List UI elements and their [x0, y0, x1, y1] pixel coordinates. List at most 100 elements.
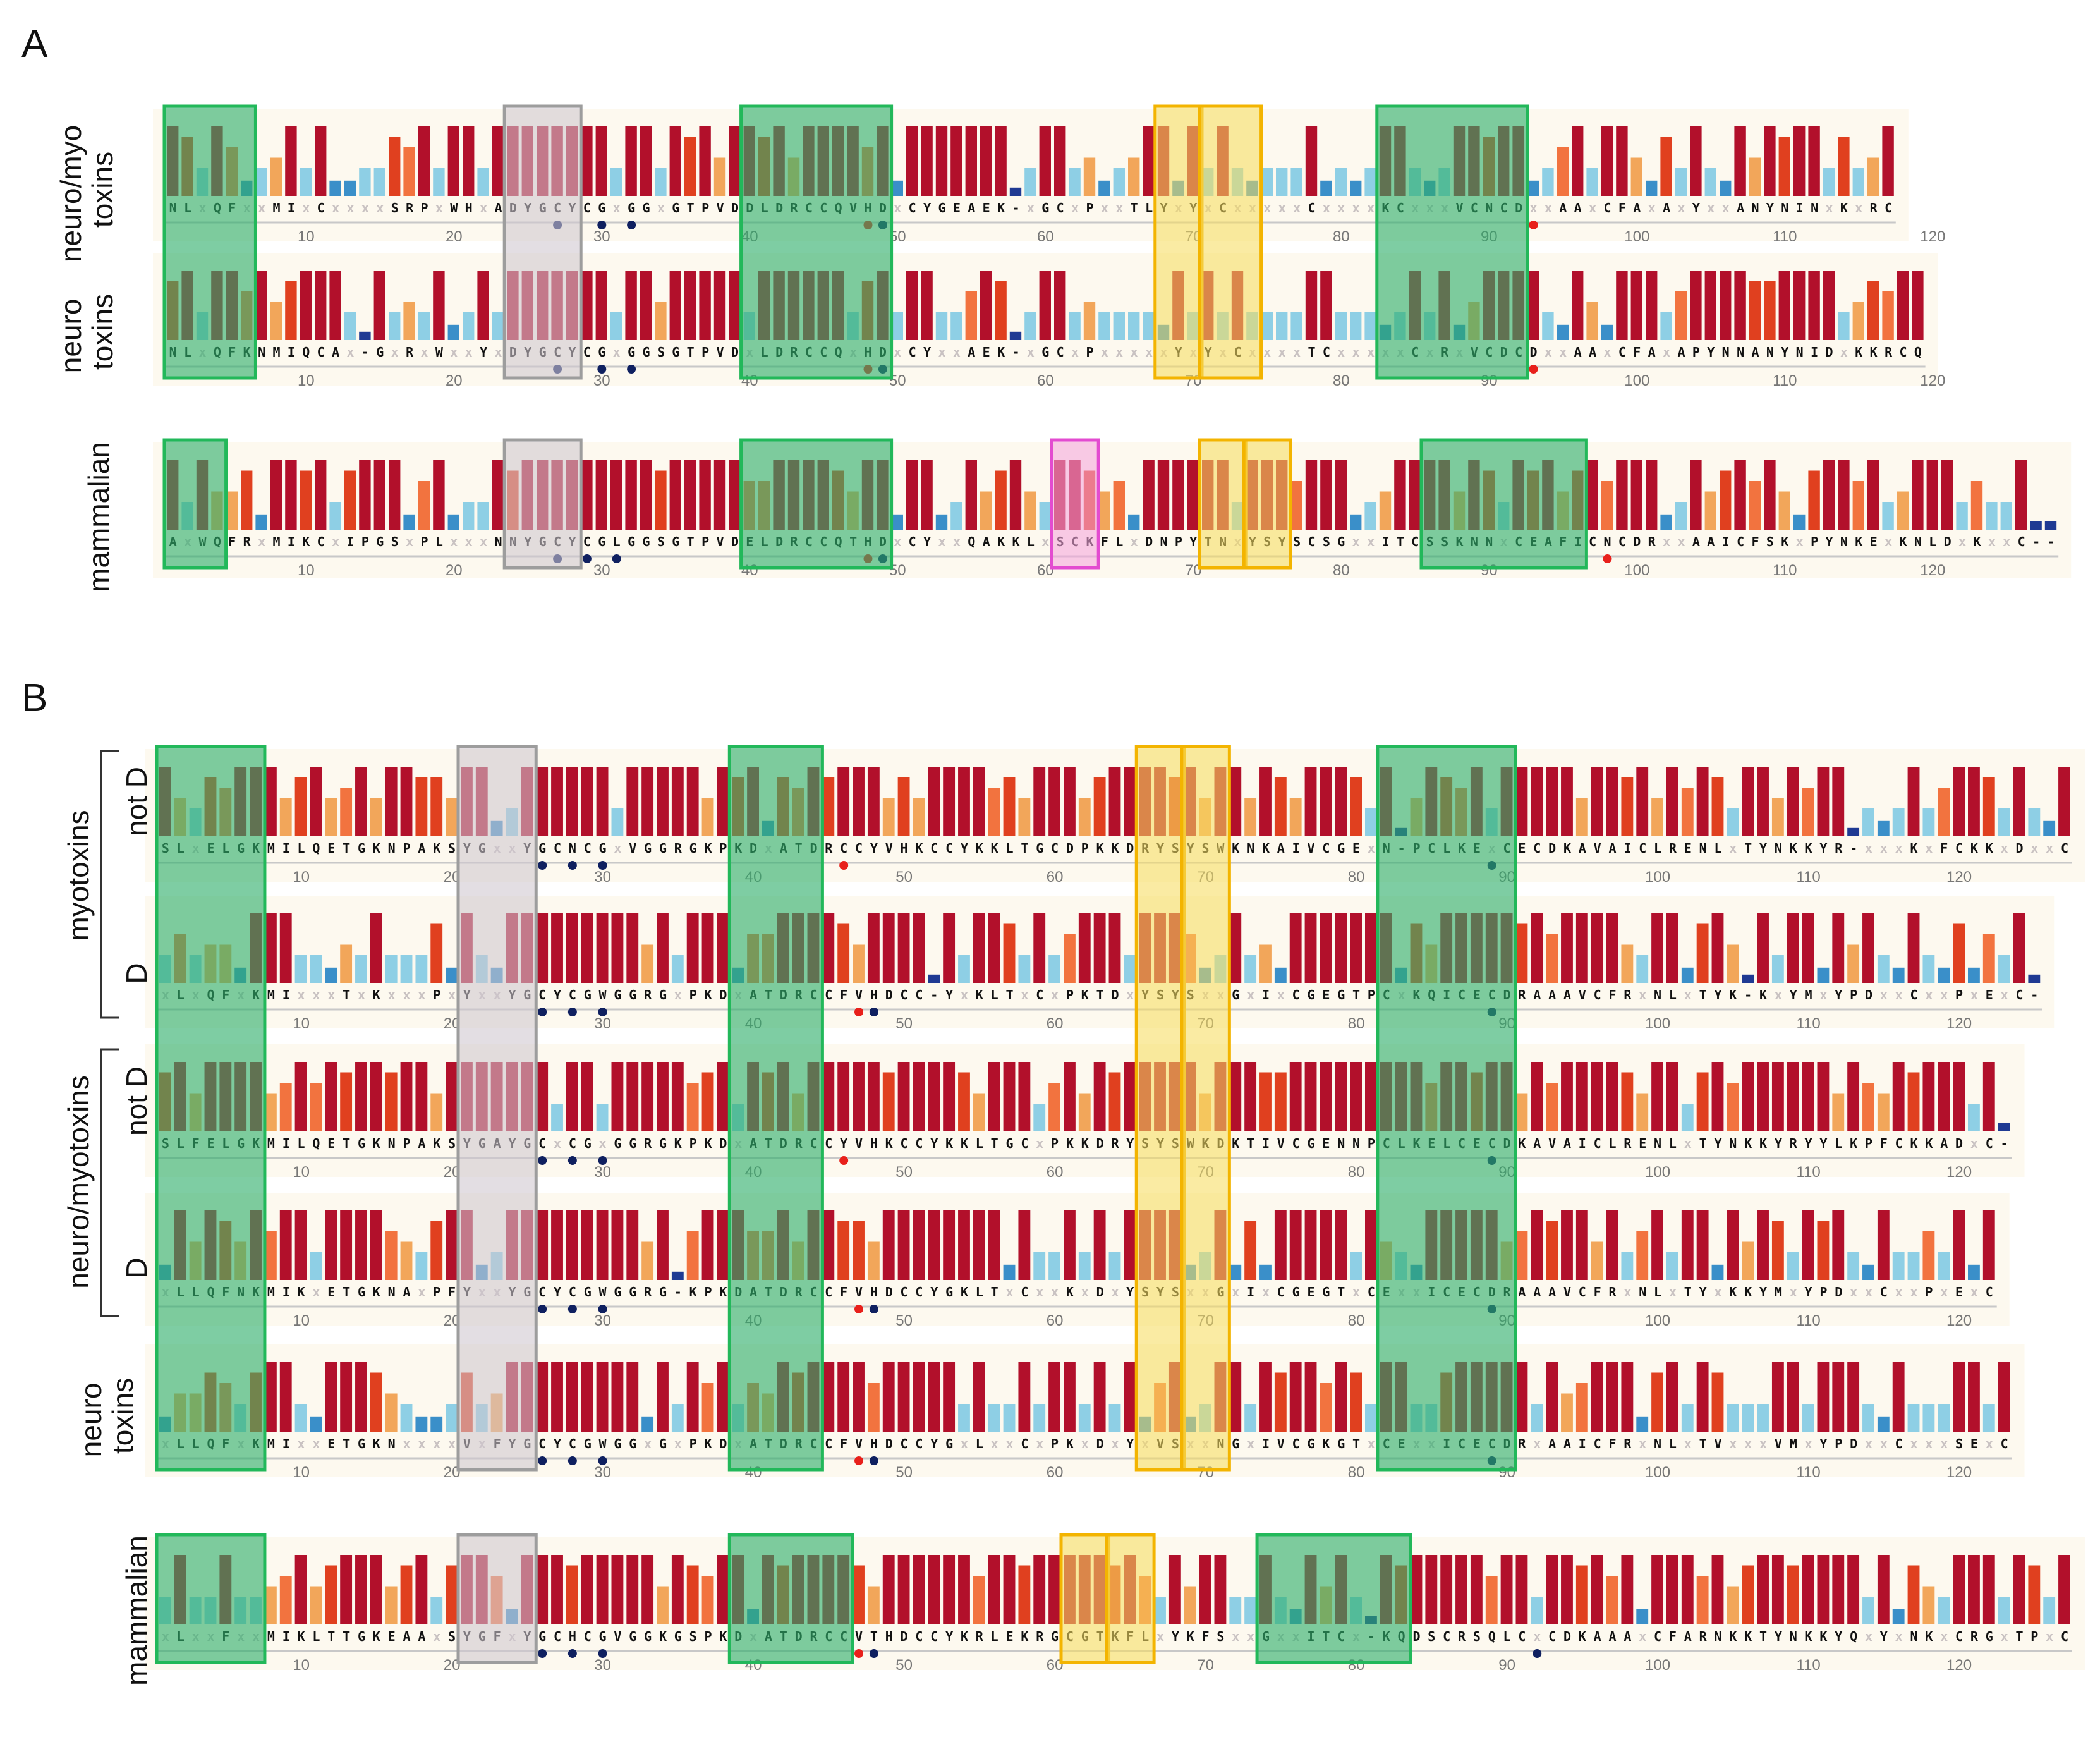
residue-letter: A: [1563, 1436, 1571, 1451]
residue-letter: A: [1518, 1284, 1526, 1300]
conservation-bar: [1350, 312, 1362, 340]
residue-letter: T: [1352, 1436, 1360, 1451]
conservation-bar: [1771, 1221, 1784, 1280]
conservation-bar: [717, 913, 729, 983]
residue-letter: S: [448, 1629, 456, 1644]
conservation-bar: [325, 1362, 337, 1432]
residue-letter: K: [433, 841, 440, 856]
residue-letter: A: [418, 841, 425, 856]
tick-label: 80: [1348, 1015, 1365, 1032]
conservation-bar: [995, 126, 1007, 196]
residue-letter: P: [433, 987, 440, 1003]
residue-letter: E: [1308, 1284, 1315, 1300]
conservation-bar: [1335, 168, 1347, 196]
residue-letter: G: [1051, 1629, 1059, 1644]
residue-letter: I: [282, 841, 290, 856]
residue-letter: H: [870, 1284, 878, 1300]
binding-site-dot: [598, 861, 607, 870]
residue-letter: N: [1781, 200, 1788, 216]
logo-row-a1: NLxQFxxMIxCxxxxSRPxWHxADYGCYCGxGGxGTPVDD…: [153, 109, 1945, 245]
conservation-bar: [897, 1555, 910, 1624]
conservation-bar: [1575, 1062, 1588, 1131]
residue-letter: L: [1714, 841, 1721, 856]
conservation-bar: [867, 1383, 880, 1432]
conservation-bar: [355, 955, 367, 983]
residue-letter: N: [1699, 841, 1707, 856]
conservation-bar: [1907, 1404, 1920, 1432]
conservation-bar: [1048, 1252, 1060, 1280]
residue-letter: x: [1970, 1284, 1978, 1300]
conservation-bar: [1862, 1597, 1874, 1624]
residue-letter: K: [705, 1436, 712, 1451]
residue-letter: G: [629, 987, 636, 1003]
conservation-bar: [1470, 1555, 1483, 1624]
conservation-bar: [686, 913, 699, 983]
conservation-bar: [294, 955, 307, 983]
residue-letter: I: [1292, 841, 1300, 856]
residue-letter: W: [450, 200, 458, 216]
binding-site-dot: [567, 1456, 577, 1465]
residue-letter: Y: [1835, 987, 1842, 1003]
residue-letter: x: [450, 534, 458, 549]
conservation-bar: [610, 312, 622, 340]
conservation-bar: [536, 913, 549, 983]
residue-letter: P: [1835, 1436, 1842, 1451]
conservation-bar: [536, 1362, 549, 1432]
conservation-bar: [822, 1210, 835, 1280]
residue-letter: I: [1579, 1136, 1586, 1151]
residue-letter: H: [870, 1136, 878, 1151]
residue-letter: D: [1066, 841, 1074, 856]
residue-letter: L: [976, 1284, 983, 1300]
conservation-bar: [1304, 1062, 1317, 1131]
conservation-bar: [1039, 502, 1051, 530]
residue-letter: E: [953, 200, 961, 216]
residue-letter: S: [1293, 534, 1301, 549]
residue-letter: M: [272, 200, 280, 216]
residue-letter: x: [1036, 1436, 1043, 1451]
residue-letter: Q: [1914, 344, 1922, 360]
residue-letter: -: [930, 987, 938, 1003]
conservation-bar: [897, 1362, 910, 1432]
residue-letter: T: [1337, 1284, 1345, 1300]
conservation-bar: [1320, 1062, 1332, 1131]
residue-letter: I: [1624, 841, 1631, 856]
residue-letter: x: [991, 1436, 998, 1451]
residue-letter: C: [909, 344, 916, 360]
conservation-bar: [264, 1093, 277, 1131]
conservation-bar: [729, 271, 741, 340]
residue-letter: Y: [1775, 1629, 1782, 1644]
residue-letter: x: [480, 200, 487, 216]
conservation-bar: [1817, 1062, 1830, 1131]
tick-label: 60: [1047, 1164, 1064, 1181]
conservation-bar: [2013, 1555, 2025, 1624]
residue-letter: S: [657, 344, 665, 360]
conservation-bar: [385, 955, 398, 983]
conservation-bar: [1561, 913, 1573, 983]
residue-letter: T: [1759, 1629, 1767, 1644]
residue-letter: x: [1368, 1436, 1375, 1451]
residue-letter: x: [1071, 344, 1079, 360]
conservation-bar: [1636, 1416, 1649, 1432]
conservation-bar: [1561, 767, 1573, 836]
conservation-bar: [264, 1362, 277, 1432]
conservation-bar: [2028, 808, 2041, 836]
residue-letter: x: [1940, 1436, 1948, 1451]
residue-letter: x: [403, 1436, 411, 1451]
conservation-bar: [566, 1062, 578, 1131]
conservation-bar: [1515, 1093, 1528, 1131]
residue-letter: V: [1563, 1284, 1571, 1300]
conservation-bar: [1575, 1383, 1588, 1432]
residue-letter: Y: [1714, 987, 1721, 1003]
conservation-bar: [1124, 955, 1136, 983]
conservation-bar: [536, 767, 549, 836]
residue-letter: Q: [312, 841, 320, 856]
conservation-bar: [1350, 913, 1362, 983]
residue-letter: x: [435, 200, 443, 216]
residue-letter: x: [1559, 344, 1567, 360]
conservation-bar: [1143, 312, 1155, 340]
residue-letter: C: [1603, 200, 1611, 216]
conservation-bar: [913, 1210, 925, 1280]
residue-letter: N: [1654, 1136, 1661, 1151]
conservation-bar: [897, 1062, 910, 1131]
residue-letter: K: [1744, 1284, 1752, 1300]
